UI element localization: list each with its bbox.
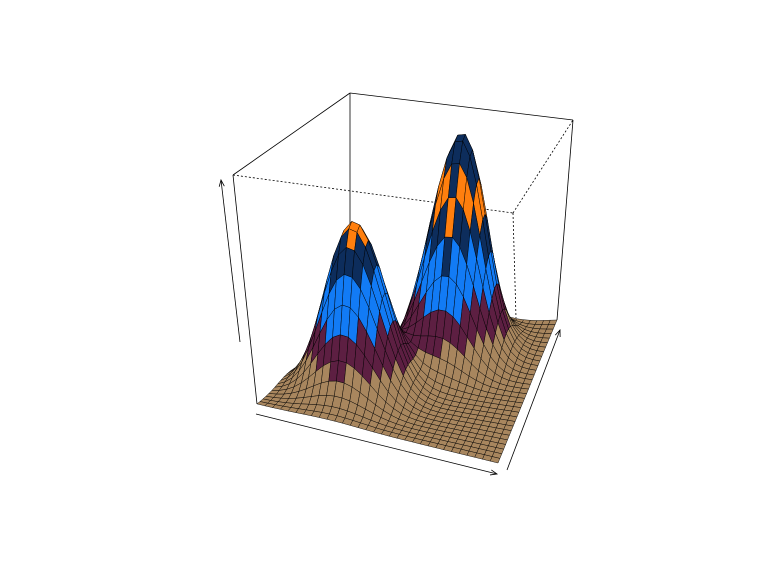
z-axis-arrow <box>220 179 241 343</box>
bounding-box-back-edges <box>232 93 574 330</box>
surface-facet <box>489 456 501 464</box>
x-axis-arrow-head <box>490 469 499 476</box>
surface-mesh <box>256 134 558 464</box>
box-edge <box>232 92 351 176</box>
box-edge <box>232 174 258 405</box>
bounding-box-front-edges <box>232 92 574 405</box>
z-axis-arrow-head <box>218 178 225 187</box>
x-axis-arrow <box>255 413 498 475</box>
box-edge-hidden <box>232 174 514 214</box>
box-edge <box>556 119 574 321</box>
box-edge-hidden <box>512 212 517 319</box>
axis-arrows <box>218 178 561 476</box>
y-axis-arrow-head <box>554 328 561 338</box>
box-edge <box>349 92 574 121</box>
box-edge-hidden <box>512 119 574 214</box>
y-axis-arrow <box>506 329 561 471</box>
